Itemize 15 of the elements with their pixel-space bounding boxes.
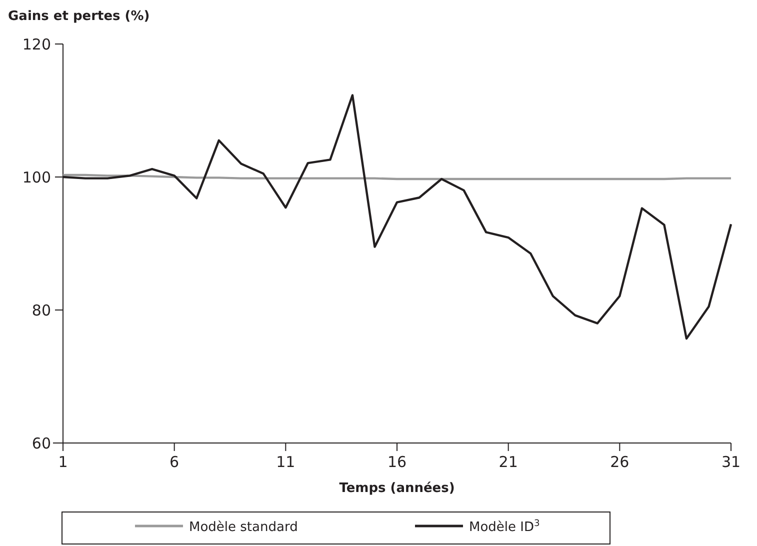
x-tick-label: 11 (276, 453, 296, 471)
x-tick-label: 31 (721, 453, 741, 471)
x-axis-title: Temps (années) (339, 481, 455, 496)
x-tick-label: 1 (58, 453, 68, 471)
y-tick-label: 100 (22, 168, 51, 186)
y-axis-title: Gains et pertes (%) (8, 9, 150, 24)
x-tick-label: 16 (387, 453, 407, 471)
y-tick-label: 80 (32, 301, 51, 320)
legend-label: Modèle ID$^{3}$ (469, 519, 540, 535)
y-tick-label: 60 (32, 434, 51, 452)
y-tick-label: 120 (22, 35, 51, 54)
x-tick-label: 21 (498, 453, 518, 471)
x-tick-label: 6 (170, 453, 180, 471)
legend-label: Modèle standard (189, 520, 298, 535)
x-tick-label: 26 (610, 453, 630, 471)
